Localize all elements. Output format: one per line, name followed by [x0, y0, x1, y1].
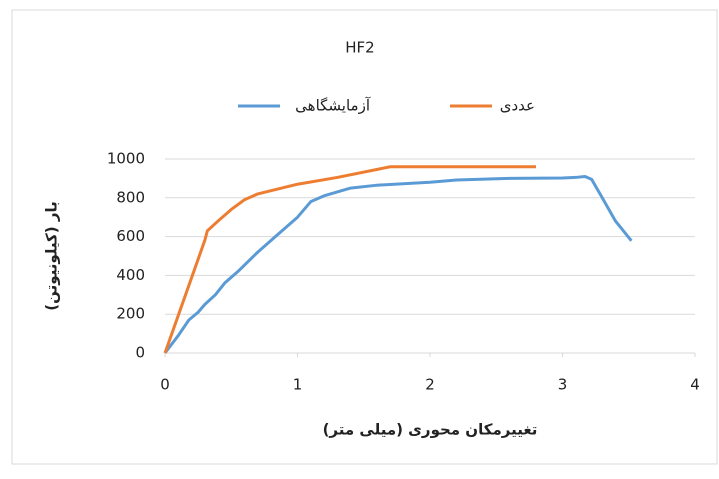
- x-tick-label: 3: [558, 376, 568, 394]
- series-line: [163, 165, 536, 354]
- y-tick-label: 200: [116, 305, 145, 323]
- y-tick-label: 600: [116, 227, 145, 245]
- x-tick-label: 0: [160, 376, 170, 394]
- chart-title: HF2: [345, 39, 374, 57]
- x-tick-label: 1: [293, 376, 303, 394]
- y-axis-label: بار (کیلونیوتن): [43, 201, 61, 311]
- legend-label: عددی: [500, 97, 535, 115]
- x-axis-label: تغییرمکان محوری (میلی متر): [323, 421, 538, 439]
- y-tick-label: 800: [116, 188, 145, 206]
- y-tick-label: 400: [116, 266, 145, 284]
- y-tick-label: 1000: [107, 150, 145, 168]
- x-tick-label: 4: [690, 376, 700, 394]
- y-tick-label: 0: [135, 344, 145, 362]
- x-tick-label: 2: [425, 376, 435, 394]
- legend-label: آزمایشگاهی: [295, 97, 371, 115]
- series-line: [163, 174, 633, 354]
